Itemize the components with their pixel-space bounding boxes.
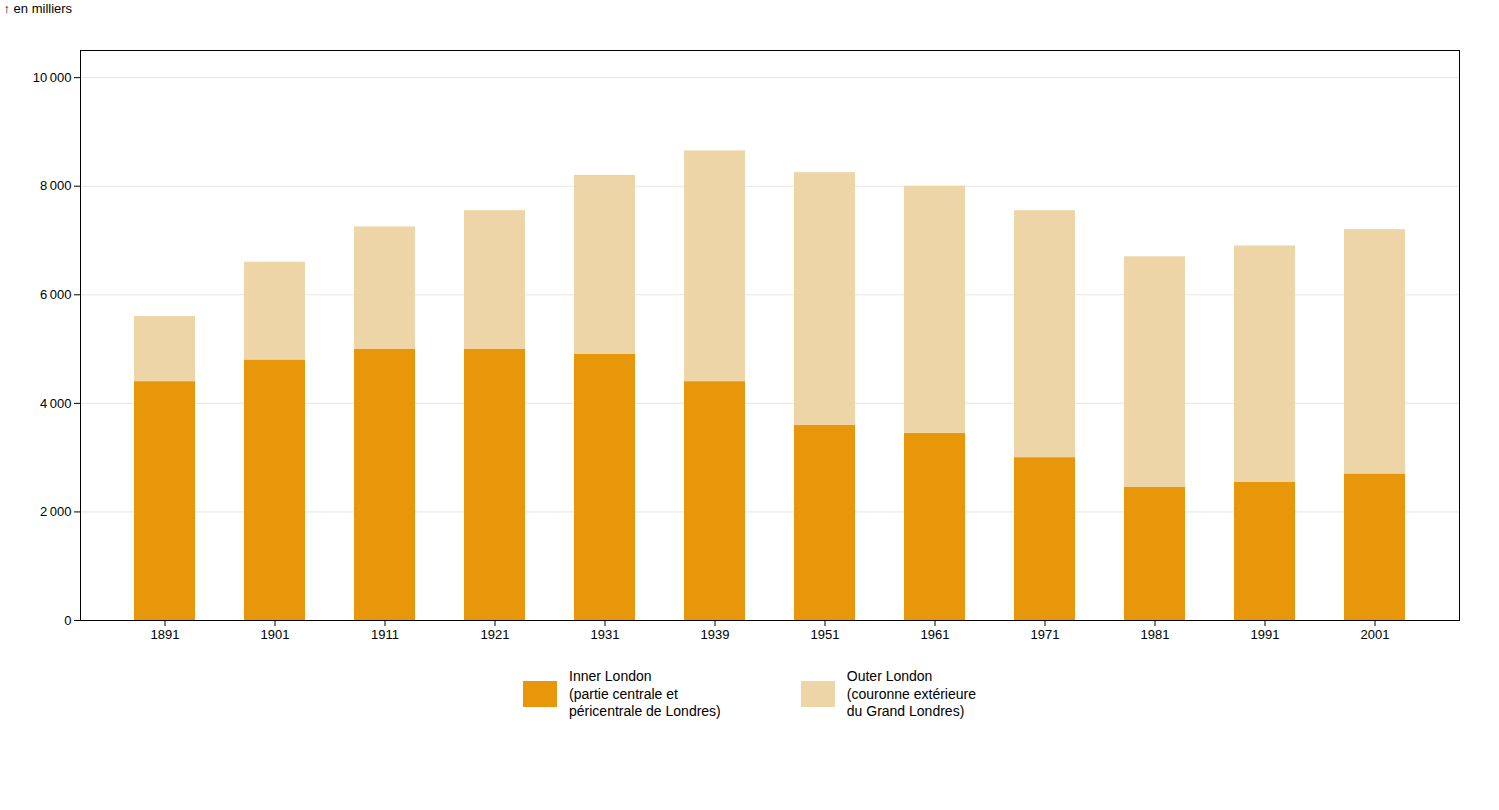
svg-text:8 000: 8 000	[40, 178, 72, 193]
svg-text:1931: 1931	[591, 627, 620, 642]
svg-text:↑ en milliers: ↑ en milliers	[4, 1, 73, 16]
html-text:Inner London (partie centrale: Inner London (partie centrale et péricen…	[569, 668, 721, 719]
svg-text:1939: 1939	[701, 627, 730, 642]
svg-text:6 000: 6 000	[40, 287, 72, 302]
svg-text:2001: 2001	[1361, 627, 1390, 642]
svg-text:1891: 1891	[151, 627, 180, 642]
svg-text:1901: 1901	[261, 627, 290, 642]
svg-text:1981: 1981	[1141, 627, 1170, 642]
svg-text:1911: 1911	[371, 627, 399, 642]
svg-text:4 000: 4 000	[40, 396, 72, 411]
svg-text:1951: 1951	[811, 627, 840, 642]
svg-text:1921: 1921	[481, 627, 510, 642]
svg-text:1961: 1961	[921, 627, 950, 642]
svg-text:10 000: 10 000	[33, 70, 72, 85]
svg-text:2 000: 2 000	[40, 504, 72, 519]
html-text:Outer London (couronne extérie: Outer London (couronne extérieure du Gra…	[846, 668, 976, 719]
svg-text:1991: 1991	[1251, 627, 1280, 642]
svg-text:0: 0	[64, 613, 71, 628]
svg-text:1971: 1971	[1031, 627, 1060, 642]
